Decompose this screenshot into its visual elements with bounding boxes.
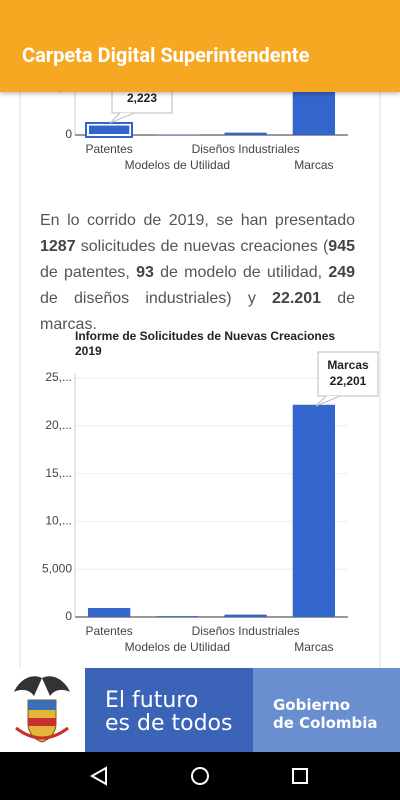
x-tick-label: Patentes xyxy=(85,624,132,638)
app-title: Carpeta Digital Superintendente xyxy=(22,43,310,67)
home-button[interactable] xyxy=(191,767,209,785)
paragraph-text: de marcas. xyxy=(40,290,355,333)
x-tick-label: Patentes xyxy=(85,142,132,156)
back-button[interactable] xyxy=(89,766,107,786)
tooltip xyxy=(317,351,379,397)
paragraph-text: de diseños industriales) y xyxy=(40,290,273,307)
y-tick-label: 0 xyxy=(65,127,72,141)
y-tick-label: 25,... xyxy=(45,370,72,384)
paragraph-text: solicitudes de nuevas creaciones ( xyxy=(75,238,329,255)
paragraph-text: 22.201 xyxy=(272,290,321,307)
tooltip-text: 2,223 xyxy=(127,91,157,105)
bar xyxy=(156,616,199,617)
slogan-block: El futuro es de todos xyxy=(85,668,253,752)
x-tick-label: Diseños Industriales xyxy=(192,624,300,638)
government-line: Gobierno xyxy=(273,696,351,714)
nav-bar xyxy=(0,752,400,800)
x-tick-label: Modelos de Utilidad xyxy=(125,158,230,172)
x-tick-label: Marcas xyxy=(294,158,333,172)
paragraph-text: 945 xyxy=(328,238,355,255)
tooltip-pointer xyxy=(109,112,135,124)
bar xyxy=(86,123,132,137)
bar xyxy=(292,404,336,617)
chart-title: Informe de Solicitudes de Nuevas Creacio… xyxy=(75,329,335,343)
x-tick-label: Marcas xyxy=(294,640,333,654)
bar xyxy=(224,132,267,135)
x-tick-label: Diseños Industriales xyxy=(192,142,300,156)
coat-of-arms xyxy=(14,676,70,743)
paragraph-text: 1287 xyxy=(40,238,76,255)
tooltip-text: Marcas xyxy=(327,358,369,372)
recents-button[interactable] xyxy=(292,768,308,784)
y-tick-label: 0 xyxy=(65,609,72,623)
y-tick-label: 10,... xyxy=(45,514,72,528)
y-tick-label: 20,... xyxy=(45,418,72,432)
app-bar: Carpeta Digital Superintendente xyxy=(0,0,400,92)
government-block: Gobierno de Colombia xyxy=(253,668,400,752)
y-tick-label: 15,... xyxy=(45,466,72,480)
paragraph-text: 249 xyxy=(328,264,356,281)
tooltip-text: 22,201 xyxy=(330,374,367,388)
paragraph-text: En lo corrido de 2019, se han presentado xyxy=(40,212,355,229)
paragraph-text: de modelo de utilidad, xyxy=(153,264,329,281)
banner: El futuro es de todos Gobierno de Colomb… xyxy=(0,668,400,752)
bar xyxy=(87,607,131,617)
tooltip-pointer xyxy=(315,395,341,407)
chart-title: 2019 xyxy=(75,344,102,358)
paragraph-text: 93 xyxy=(136,264,154,281)
bar xyxy=(224,614,267,617)
slogan-line: es de todos xyxy=(105,711,233,736)
x-tick-label: Modelos de Utilidad xyxy=(125,640,230,654)
government-line: de Colombia xyxy=(273,714,378,732)
paragraph-text: de patentes, xyxy=(40,264,137,281)
paragraph: En lo corrido de 2019, se han presentado… xyxy=(40,208,355,338)
y-tick-label: 5,000 xyxy=(42,561,72,575)
slogan-line: El futuro xyxy=(105,688,199,713)
